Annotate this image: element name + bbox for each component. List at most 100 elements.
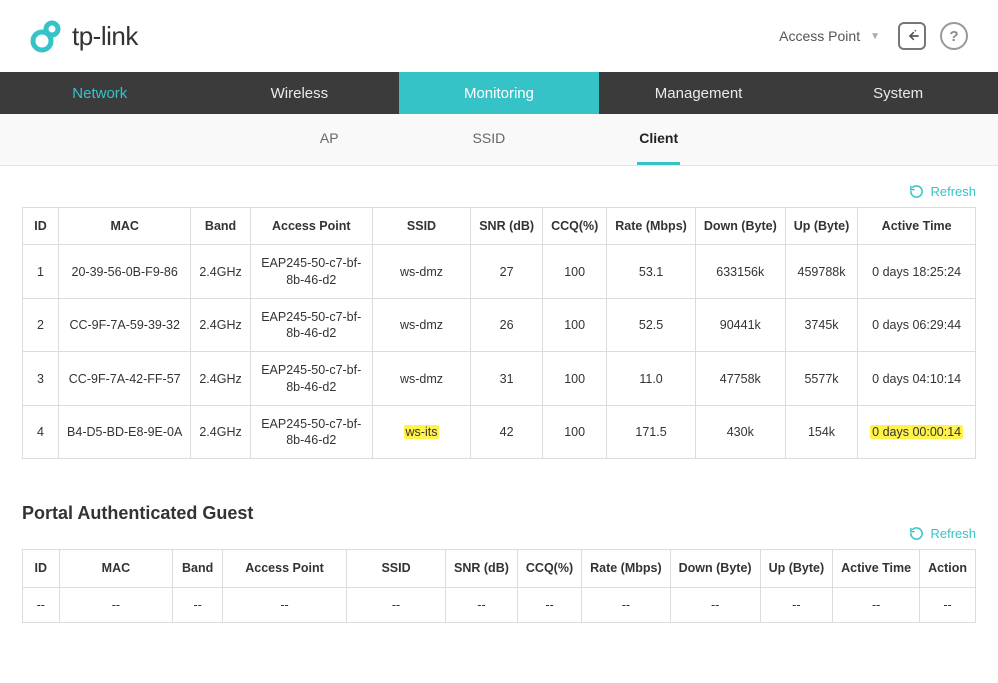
header-bar: tp-link Access Point ▼ ? bbox=[0, 0, 998, 72]
cell: 31 bbox=[471, 352, 543, 406]
logout-button[interactable] bbox=[898, 22, 926, 50]
cell-empty: -- bbox=[582, 587, 671, 622]
main-nav: NetworkWirelessMonitoringManagementSyste… bbox=[0, 72, 998, 114]
col-id: ID bbox=[23, 208, 59, 245]
cell-empty: -- bbox=[670, 587, 760, 622]
subnav-item-ap[interactable]: AP bbox=[318, 114, 341, 165]
col-mac: MAC bbox=[59, 208, 191, 245]
cell: 0 days 06:29:44 bbox=[858, 298, 976, 352]
subnav-item-client[interactable]: Client bbox=[637, 114, 680, 165]
cell-empty: -- bbox=[920, 587, 976, 622]
cell: 2.4GHz bbox=[191, 298, 250, 352]
cell: 4 bbox=[23, 405, 59, 459]
col-rate: Rate (Mbps) bbox=[607, 208, 696, 245]
cell: 633156k bbox=[695, 245, 785, 299]
cell: 11.0 bbox=[607, 352, 696, 406]
mainnav-item-system[interactable]: System bbox=[798, 72, 998, 114]
pcol-id: ID bbox=[23, 550, 60, 587]
cell-empty: -- bbox=[347, 587, 446, 622]
portal-refresh-button[interactable]: Refresh bbox=[909, 526, 976, 541]
cell: ws-its bbox=[372, 405, 470, 459]
cell: ws-dmz bbox=[372, 352, 470, 406]
cell-empty: -- bbox=[760, 587, 833, 622]
cell: 1 bbox=[23, 245, 59, 299]
col-down: Down (Byte) bbox=[695, 208, 785, 245]
table-row: 120-39-56-0B-F9-862.4GHzEAP245-50-c7-bf-… bbox=[23, 245, 976, 299]
pcol-mac: MAC bbox=[59, 550, 173, 587]
cell: 47758k bbox=[695, 352, 785, 406]
cell: 2.4GHz bbox=[191, 405, 250, 459]
cell: 459788k bbox=[785, 245, 858, 299]
portal-empty-row: -- -- -- -- -- -- -- -- -- -- -- -- bbox=[23, 587, 976, 622]
cell: 2.4GHz bbox=[191, 352, 250, 406]
cell-empty: -- bbox=[517, 587, 581, 622]
cell-empty: -- bbox=[23, 587, 60, 622]
mainnav-item-network[interactable]: Network bbox=[0, 72, 200, 114]
clients-header-row: ID MAC Band Access Point SSID SNR (dB) C… bbox=[23, 208, 976, 245]
pcol-ssid: SSID bbox=[347, 550, 446, 587]
sub-nav: AP SSID Client bbox=[0, 114, 998, 166]
cell: CC-9F-7A-59-39-32 bbox=[59, 298, 191, 352]
subnav-item-ssid[interactable]: SSID bbox=[471, 114, 508, 165]
cell: 154k bbox=[785, 405, 858, 459]
table-row: 3CC-9F-7A-42-FF-572.4GHzEAP245-50-c7-bf-… bbox=[23, 352, 976, 406]
header-actions: Access Point ▼ ? bbox=[775, 22, 968, 50]
table-row: 4B4-D5-BD-E8-9E-0A2.4GHzEAP245-50-c7-bf-… bbox=[23, 405, 976, 459]
cell: 100 bbox=[543, 352, 607, 406]
cell: 0 days 04:10:14 bbox=[858, 352, 976, 406]
cell: 3745k bbox=[785, 298, 858, 352]
cell: 0 days 18:25:24 bbox=[858, 245, 976, 299]
col-time: Active Time bbox=[858, 208, 976, 245]
brand-logo: tp-link bbox=[30, 19, 138, 53]
table-row: 2CC-9F-7A-59-39-322.4GHzEAP245-50-c7-bf-… bbox=[23, 298, 976, 352]
mode-label: Access Point bbox=[779, 28, 860, 44]
pcol-up: Up (Byte) bbox=[760, 550, 833, 587]
cell: B4-D5-BD-E8-9E-0A bbox=[59, 405, 191, 459]
pcol-ccq: CCQ(%) bbox=[517, 550, 581, 587]
mode-dropdown[interactable]: Access Point ▼ bbox=[775, 22, 884, 50]
help-icon: ? bbox=[949, 28, 958, 45]
cell: 100 bbox=[543, 245, 607, 299]
cell-empty: -- bbox=[173, 587, 223, 622]
portal-section-title: Portal Authenticated Guest bbox=[22, 503, 976, 524]
clients-table: ID MAC Band Access Point SSID SNR (dB) C… bbox=[22, 207, 976, 459]
cell: 0 days 00:00:14 bbox=[858, 405, 976, 459]
cell: 2 bbox=[23, 298, 59, 352]
cell: 20-39-56-0B-F9-86 bbox=[59, 245, 191, 299]
cell: 26 bbox=[471, 298, 543, 352]
pcol-rate: Rate (Mbps) bbox=[582, 550, 671, 587]
cell: 430k bbox=[695, 405, 785, 459]
refresh-icon bbox=[909, 184, 924, 199]
pcol-snr: SNR (dB) bbox=[446, 550, 518, 587]
refresh-button[interactable]: Refresh bbox=[909, 184, 976, 199]
portal-refresh-label: Refresh bbox=[930, 526, 976, 541]
col-snr: SNR (dB) bbox=[471, 208, 543, 245]
cell: 171.5 bbox=[607, 405, 696, 459]
cell: 3 bbox=[23, 352, 59, 406]
cell-empty: -- bbox=[222, 587, 346, 622]
col-ssid: SSID bbox=[372, 208, 470, 245]
brand-name: tp-link bbox=[72, 21, 138, 52]
tplink-logo-icon bbox=[30, 19, 64, 53]
refresh-row: Refresh bbox=[22, 184, 976, 199]
cell: 52.5 bbox=[607, 298, 696, 352]
col-ap: Access Point bbox=[250, 208, 372, 245]
cell: 42 bbox=[471, 405, 543, 459]
cell: 53.1 bbox=[607, 245, 696, 299]
cell: CC-9F-7A-42-FF-57 bbox=[59, 352, 191, 406]
cell: EAP245-50-c7-bf-8b-46-d2 bbox=[250, 405, 372, 459]
refresh-label: Refresh bbox=[930, 184, 976, 199]
cell: ws-dmz bbox=[372, 298, 470, 352]
col-band: Band bbox=[191, 208, 250, 245]
portal-table: ID MAC Band Access Point SSID SNR (dB) C… bbox=[22, 549, 976, 622]
cell: EAP245-50-c7-bf-8b-46-d2 bbox=[250, 245, 372, 299]
cell: EAP245-50-c7-bf-8b-46-d2 bbox=[250, 298, 372, 352]
mainnav-item-management[interactable]: Management bbox=[599, 72, 799, 114]
mainnav-item-monitoring[interactable]: Monitoring bbox=[399, 72, 599, 114]
cell: 27 bbox=[471, 245, 543, 299]
cell-empty: -- bbox=[446, 587, 518, 622]
refresh-icon bbox=[909, 526, 924, 541]
help-button[interactable]: ? bbox=[940, 22, 968, 50]
cell: EAP245-50-c7-bf-8b-46-d2 bbox=[250, 352, 372, 406]
mainnav-item-wireless[interactable]: Wireless bbox=[200, 72, 400, 114]
